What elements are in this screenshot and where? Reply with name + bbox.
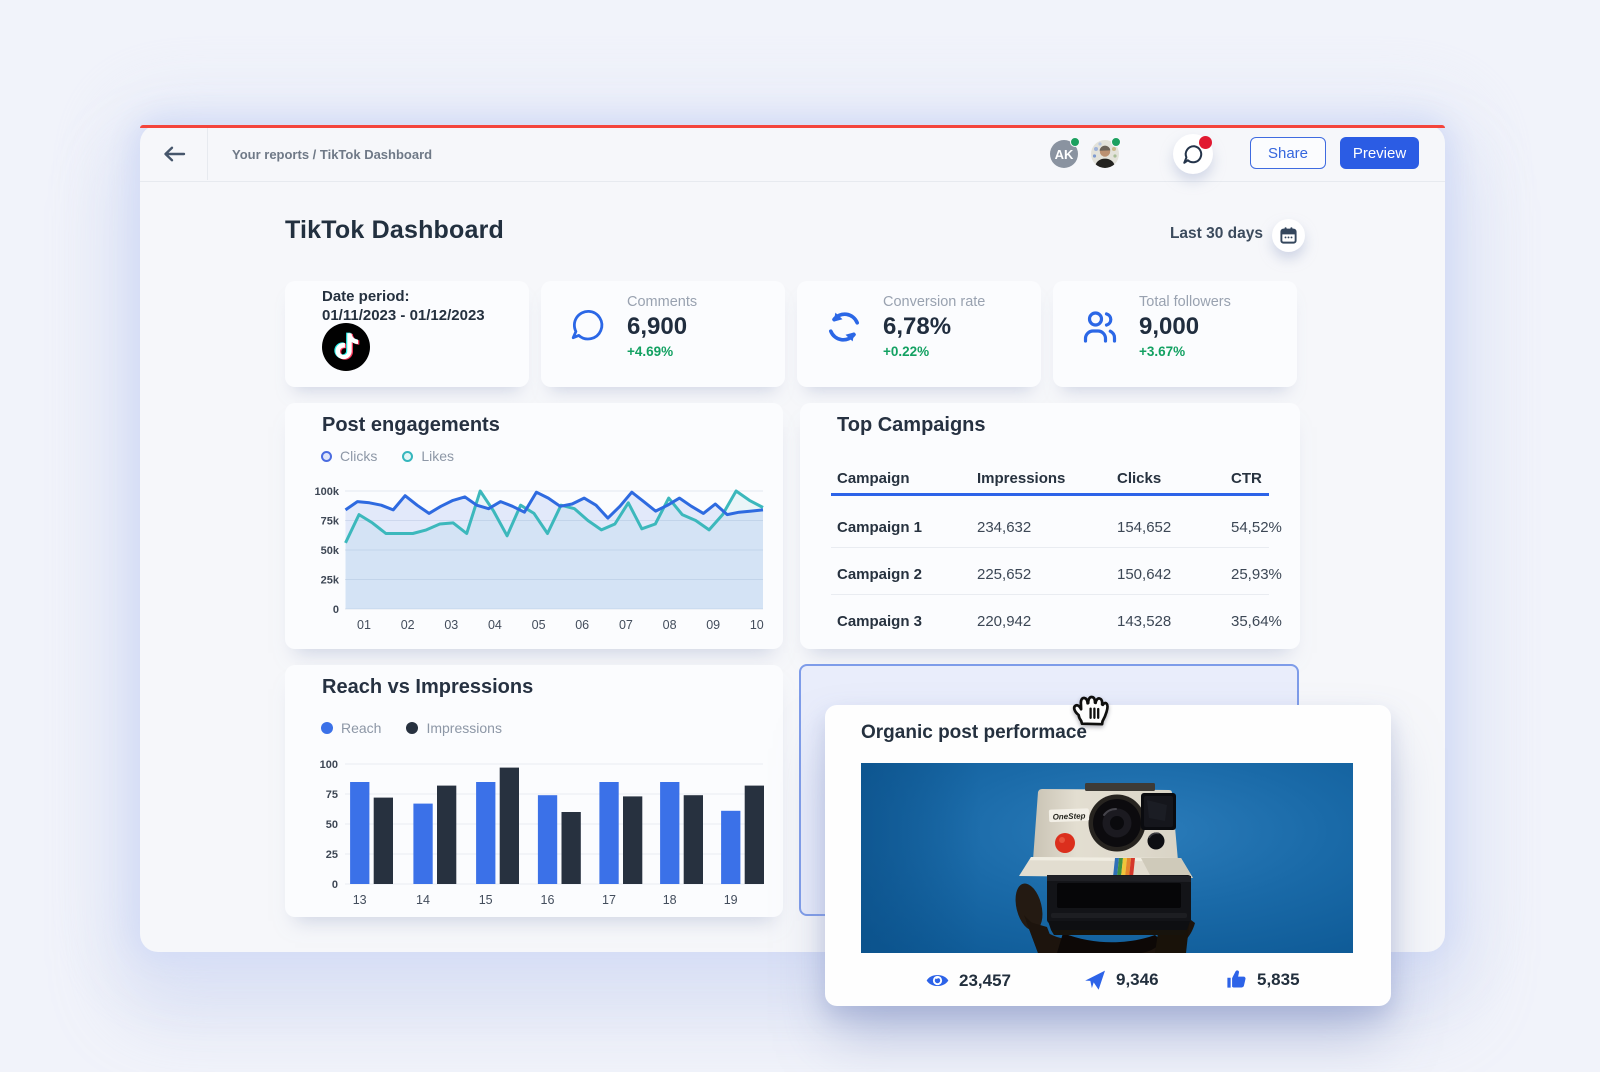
svg-text:OneStep: OneStep xyxy=(1052,811,1085,821)
svg-text:75: 75 xyxy=(326,789,338,801)
svg-text:25: 25 xyxy=(326,849,338,861)
svg-text:50k: 50k xyxy=(321,545,340,557)
svg-text:15: 15 xyxy=(479,893,493,907)
svg-text:07: 07 xyxy=(619,618,633,632)
svg-text:50: 50 xyxy=(326,819,338,831)
svg-text:16: 16 xyxy=(541,893,555,907)
svg-text:100k: 100k xyxy=(315,486,340,498)
svg-text:08: 08 xyxy=(663,618,677,632)
svg-text:09: 09 xyxy=(706,618,720,632)
svg-text:0: 0 xyxy=(332,879,338,891)
svg-text:02: 02 xyxy=(401,618,415,632)
svg-text:13: 13 xyxy=(353,893,367,907)
svg-text:19: 19 xyxy=(724,893,738,907)
svg-text:04: 04 xyxy=(488,618,502,632)
svg-text:14: 14 xyxy=(416,893,430,907)
svg-text:06: 06 xyxy=(575,618,589,632)
svg-text:100: 100 xyxy=(320,759,338,771)
svg-text:17: 17 xyxy=(602,893,616,907)
svg-text:01: 01 xyxy=(357,618,371,632)
svg-text:25k: 25k xyxy=(321,575,340,587)
svg-text:05: 05 xyxy=(532,618,546,632)
svg-text:03: 03 xyxy=(444,618,458,632)
svg-text:75k: 75k xyxy=(321,516,340,528)
svg-text:18: 18 xyxy=(663,893,677,907)
svg-text:10: 10 xyxy=(750,618,764,632)
svg-text:0: 0 xyxy=(333,604,339,616)
